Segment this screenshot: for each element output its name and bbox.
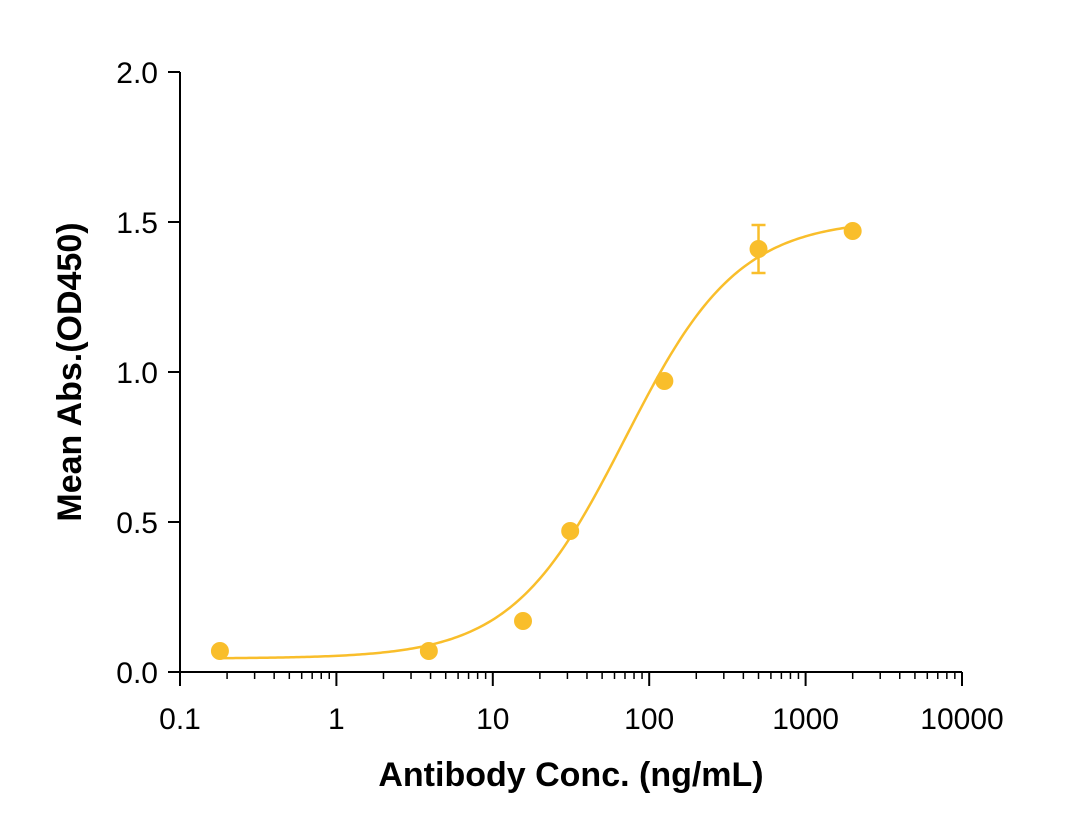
x-tick-label: 10000 [920,703,1003,736]
data-point [419,642,438,660]
y-axis-title: Mean Abs.(OD450) [51,222,89,521]
y-tick-label: 1.5 [116,207,158,240]
y-tick-label: 0.5 [116,507,158,540]
axes [179,72,962,673]
y-tick-label: 1.0 [116,357,158,390]
data-point [514,612,533,630]
x-tick-label: 1000 [772,703,839,736]
y-tick-label: 0.0 [116,657,158,690]
data-point [843,222,862,240]
x-tick-label: 100 [624,703,674,736]
x-tick-label: 0.1 [159,703,201,736]
data-point [561,522,580,540]
data-point [655,372,674,390]
y-tick-label: 2.0 [116,57,158,90]
x-axis-title: Antibody Conc. (ng/mL) [378,756,763,794]
x-tick-label: 1 [328,703,345,736]
x-axis-ticks: 0.1 1 10 100 1000 10000 [159,672,1004,736]
fit-curve [219,225,853,660]
data-points [210,222,862,660]
y-axis-ticks: 0.0 0.5 1.0 1.5 2.0 [116,57,180,690]
data-point [210,642,229,660]
data-point [749,240,768,258]
x-tick-label: 10 [476,703,509,736]
